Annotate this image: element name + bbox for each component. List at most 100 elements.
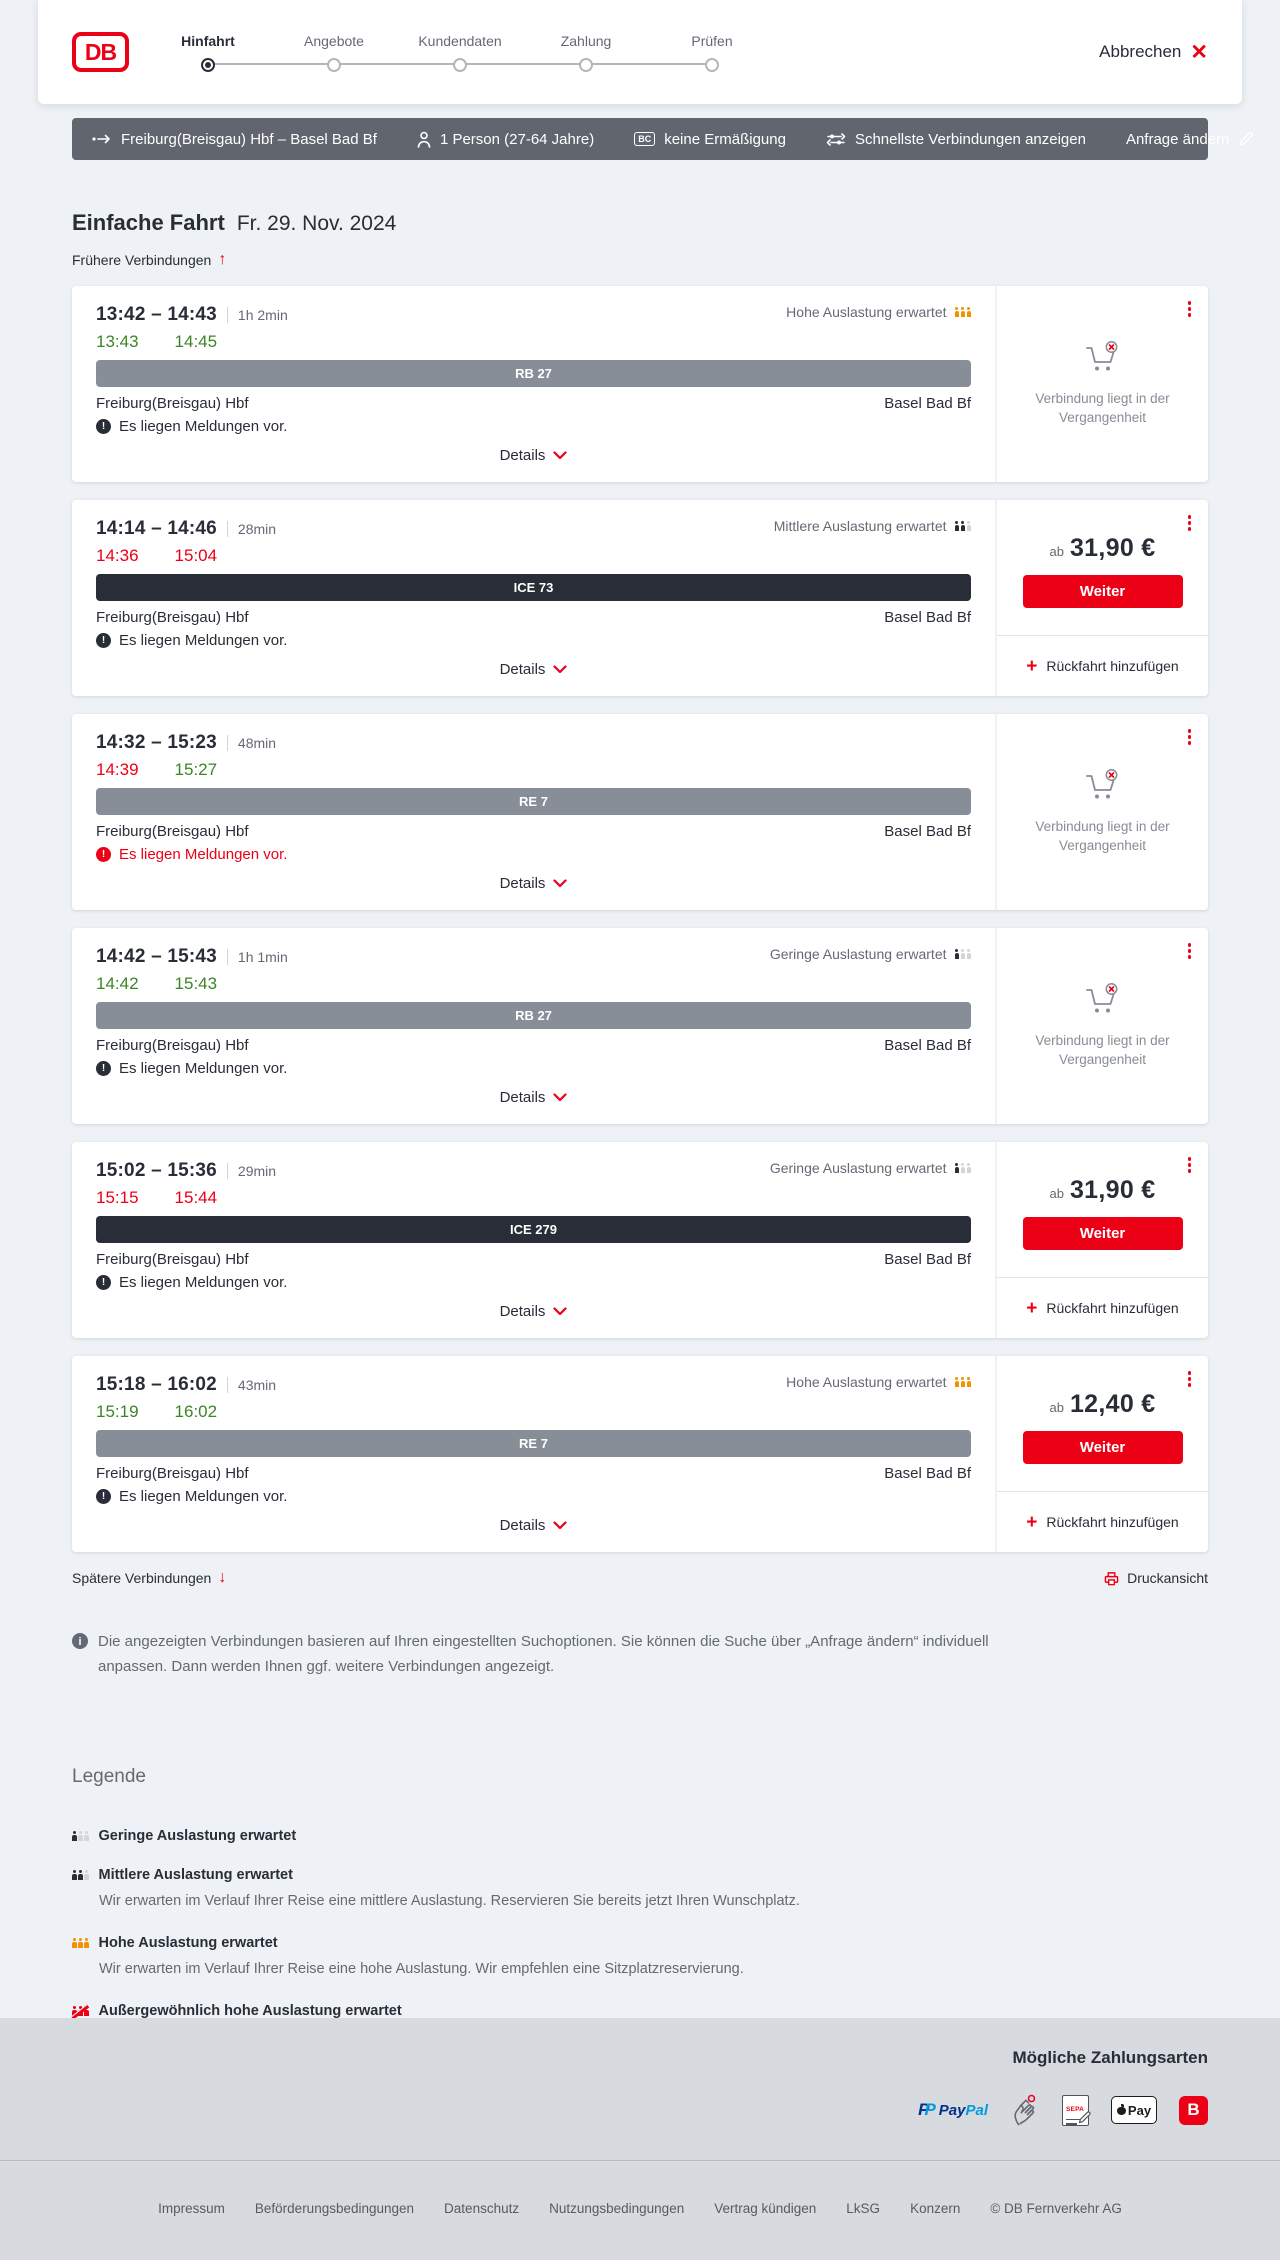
details-toggle-button[interactable]: Details xyxy=(496,1513,572,1538)
stepper-step[interactable]: Kundendaten xyxy=(334,32,523,72)
step-label: Zahlung xyxy=(560,32,612,49)
stations-row: Freiburg(Breisgau) Hbf Basel Bad Bf xyxy=(96,609,971,626)
connection-details-area: 14:32 – 15:23 48min 14:39 15:27 RE 7 xyxy=(72,714,995,910)
message-row: ! Es liegen Meldungen vor. xyxy=(96,1060,971,1077)
stepper-step[interactable]: Zahlung xyxy=(460,32,649,72)
change-request-button[interactable]: Anfrage ändern xyxy=(1126,131,1254,148)
details-toggle-button[interactable]: Details xyxy=(496,1085,572,1110)
route-text: Freiburg(Breisgau) Hbf – Basel Bad Bf xyxy=(121,130,377,148)
add-return-button[interactable]: + Rückfahrt hinzufügen xyxy=(997,1278,1208,1338)
more-options-button[interactable] xyxy=(1185,1154,1195,1176)
departure-station: Freiburg(Breisgau) Hbf xyxy=(96,609,249,626)
chevron-down-icon xyxy=(553,665,568,674)
occupancy-indicator: Mittlere Auslastung erwartet xyxy=(774,518,971,534)
footer-link[interactable]: Konzern xyxy=(910,2201,961,2216)
legend-section: Legende Geringe Auslastung erwartet Mitt… xyxy=(72,1680,1208,2072)
footer-link[interactable]: © DB Fernverkehr AG xyxy=(990,2201,1122,2216)
alert-icon: ! xyxy=(96,419,111,434)
separator xyxy=(226,1163,228,1179)
add-return-label: Rückfahrt hinzufügen xyxy=(1046,1514,1179,1530)
price: ab 31,90 € xyxy=(1050,534,1156,563)
print-view-label: Druckansicht xyxy=(1127,1570,1208,1586)
continue-button[interactable]: Weiter xyxy=(1022,574,1183,608)
connection-card: 14:14 – 14:46 28min Mittlere Auslastung … xyxy=(72,500,1208,696)
continue-button[interactable]: Weiter xyxy=(1022,1216,1183,1250)
stepper-step[interactable]: Prüfen xyxy=(586,33,775,72)
message-row: ! Es liegen Meldungen vor. xyxy=(96,1488,971,1505)
payment-methods-section: Mögliche Zahlungsarten PP PayPal SEPA xyxy=(72,2018,1208,2126)
train-line-bar: RB 27 xyxy=(96,1002,971,1029)
message-row: ! Es liegen Meldungen vor. xyxy=(96,632,971,649)
footer-link[interactable]: Vertrag kündigen xyxy=(714,2201,817,2216)
details-toggle-button[interactable]: Details xyxy=(496,443,572,468)
payment-methods-title: Mögliche Zahlungsarten xyxy=(1012,2048,1208,2067)
more-options-button[interactable] xyxy=(1185,1368,1195,1390)
connection-action-panel: Verbindung liegt in der Vergangenheit xyxy=(995,928,1208,1124)
cart-unavailable-icon xyxy=(1085,341,1117,371)
departure-station: Freiburg(Breisgau) Hbf xyxy=(96,1037,249,1054)
details-toggle-button[interactable]: Details xyxy=(496,871,572,896)
connection-action-panel: Verbindung liegt in der Vergangenheit xyxy=(995,714,1208,910)
footer-link[interactable]: Datenschutz xyxy=(444,2201,520,2216)
printer-icon xyxy=(1104,1571,1119,1585)
message-text: Es liegen Meldungen vor. xyxy=(119,1488,288,1505)
stepper-step[interactable]: Angebote xyxy=(208,33,397,72)
more-options-button[interactable] xyxy=(1185,512,1195,534)
footer-link[interactable]: Impressum xyxy=(158,2201,225,2216)
print-view-link[interactable]: Druckansicht xyxy=(1104,1570,1208,1586)
chevron-down-icon xyxy=(553,451,568,460)
details-label: Details xyxy=(499,447,546,464)
cancel-button[interactable]: Abbrechen ✕ xyxy=(1099,42,1208,63)
connection-card: 14:32 – 15:23 48min 14:39 15:27 RE 7 xyxy=(72,714,1208,910)
step-label: Kundendaten xyxy=(418,32,502,49)
journey-date: Fr. 29. Nov. 2024 xyxy=(236,212,397,235)
legend-item: Mittlere Auslastung erwartet Wir erwarte… xyxy=(72,1867,1208,1912)
continue-button[interactable]: Weiter xyxy=(1022,1430,1183,1464)
legend-item-description: Wir erwarten im Verlauf Ihrer Reise eine… xyxy=(99,1892,800,1909)
details-toggle-button[interactable]: Details xyxy=(496,1299,572,1324)
step-circle-icon xyxy=(705,57,719,72)
price-prefix: ab xyxy=(1049,1399,1064,1415)
occupancy-indicator: Hohe Auslastung erwartet xyxy=(786,1374,971,1390)
departure-station: Freiburg(Breisgau) Hbf xyxy=(96,1251,249,1268)
message-text: Es liegen Meldungen vor. xyxy=(119,1274,288,1291)
arrival-station: Basel Bad Bf xyxy=(884,1465,971,1482)
chevron-down-icon xyxy=(553,1521,568,1530)
connection-action-panel: ab 31,90 € Weiter + Rückfahrt hinzufügen xyxy=(995,1142,1208,1338)
earlier-connections-link[interactable]: Frühere Verbindungen ↑ xyxy=(72,252,226,269)
footer-link[interactable]: Beförderungsbedingungen xyxy=(254,2201,415,2216)
occupancy-icon xyxy=(955,307,972,317)
message-text: Es liegen Meldungen vor. xyxy=(119,1060,288,1077)
connection-details-area: 15:18 – 16:02 43min Hohe Auslastung erwa… xyxy=(72,1356,995,1552)
separator xyxy=(226,307,228,323)
separator xyxy=(226,521,228,537)
stepper-step[interactable]: Hinfahrt xyxy=(145,33,271,72)
footer-link[interactable]: LkSG xyxy=(846,2201,881,2216)
time-range: 13:42 – 14:43 xyxy=(96,304,217,325)
alert-icon: ! xyxy=(96,847,111,862)
more-options-button[interactable] xyxy=(1185,298,1195,320)
duration: 28min xyxy=(237,521,277,537)
message-text: Es liegen Meldungen vor. xyxy=(119,418,288,435)
realtime-times: 13:43 14:45 xyxy=(96,332,971,352)
footer-link[interactable]: Nutzungsbedingungen xyxy=(549,2201,685,2216)
passenger-summary: 1 Person (27-64 Jahre) xyxy=(417,131,594,148)
scheduled-times: 13:42 – 14:43 1h 2min xyxy=(96,304,288,326)
hand-coin-icon xyxy=(1014,2094,1036,2126)
more-options-button[interactable] xyxy=(1185,726,1195,748)
sepa-lastschrift-icon: SEPA xyxy=(1062,2094,1091,2126)
add-return-button[interactable]: + Rückfahrt hinzufügen xyxy=(997,636,1208,696)
occupancy-indicator: Hohe Auslastung erwartet xyxy=(786,304,971,320)
add-return-button[interactable]: + Rückfahrt hinzufügen xyxy=(997,1492,1208,1552)
realtime-arrival: 16:02 xyxy=(174,1402,218,1421)
realtime-times: 15:15 15:44 xyxy=(96,1188,971,1208)
more-options-button[interactable] xyxy=(1185,940,1195,962)
realtime-arrival: 15:04 xyxy=(174,546,218,565)
occupancy-label: Geringe Auslastung erwartet xyxy=(769,946,947,962)
scheduled-times: 14:32 – 15:23 48min xyxy=(96,732,276,754)
departure-station: Freiburg(Breisgau) Hbf xyxy=(96,823,249,840)
details-label: Details xyxy=(499,1517,546,1534)
details-toggle-button[interactable]: Details xyxy=(496,657,572,682)
stations-row: Freiburg(Breisgau) Hbf Basel Bad Bf xyxy=(96,1251,971,1268)
later-connections-link[interactable]: Spätere Verbindungen ↓ xyxy=(72,1570,226,1587)
